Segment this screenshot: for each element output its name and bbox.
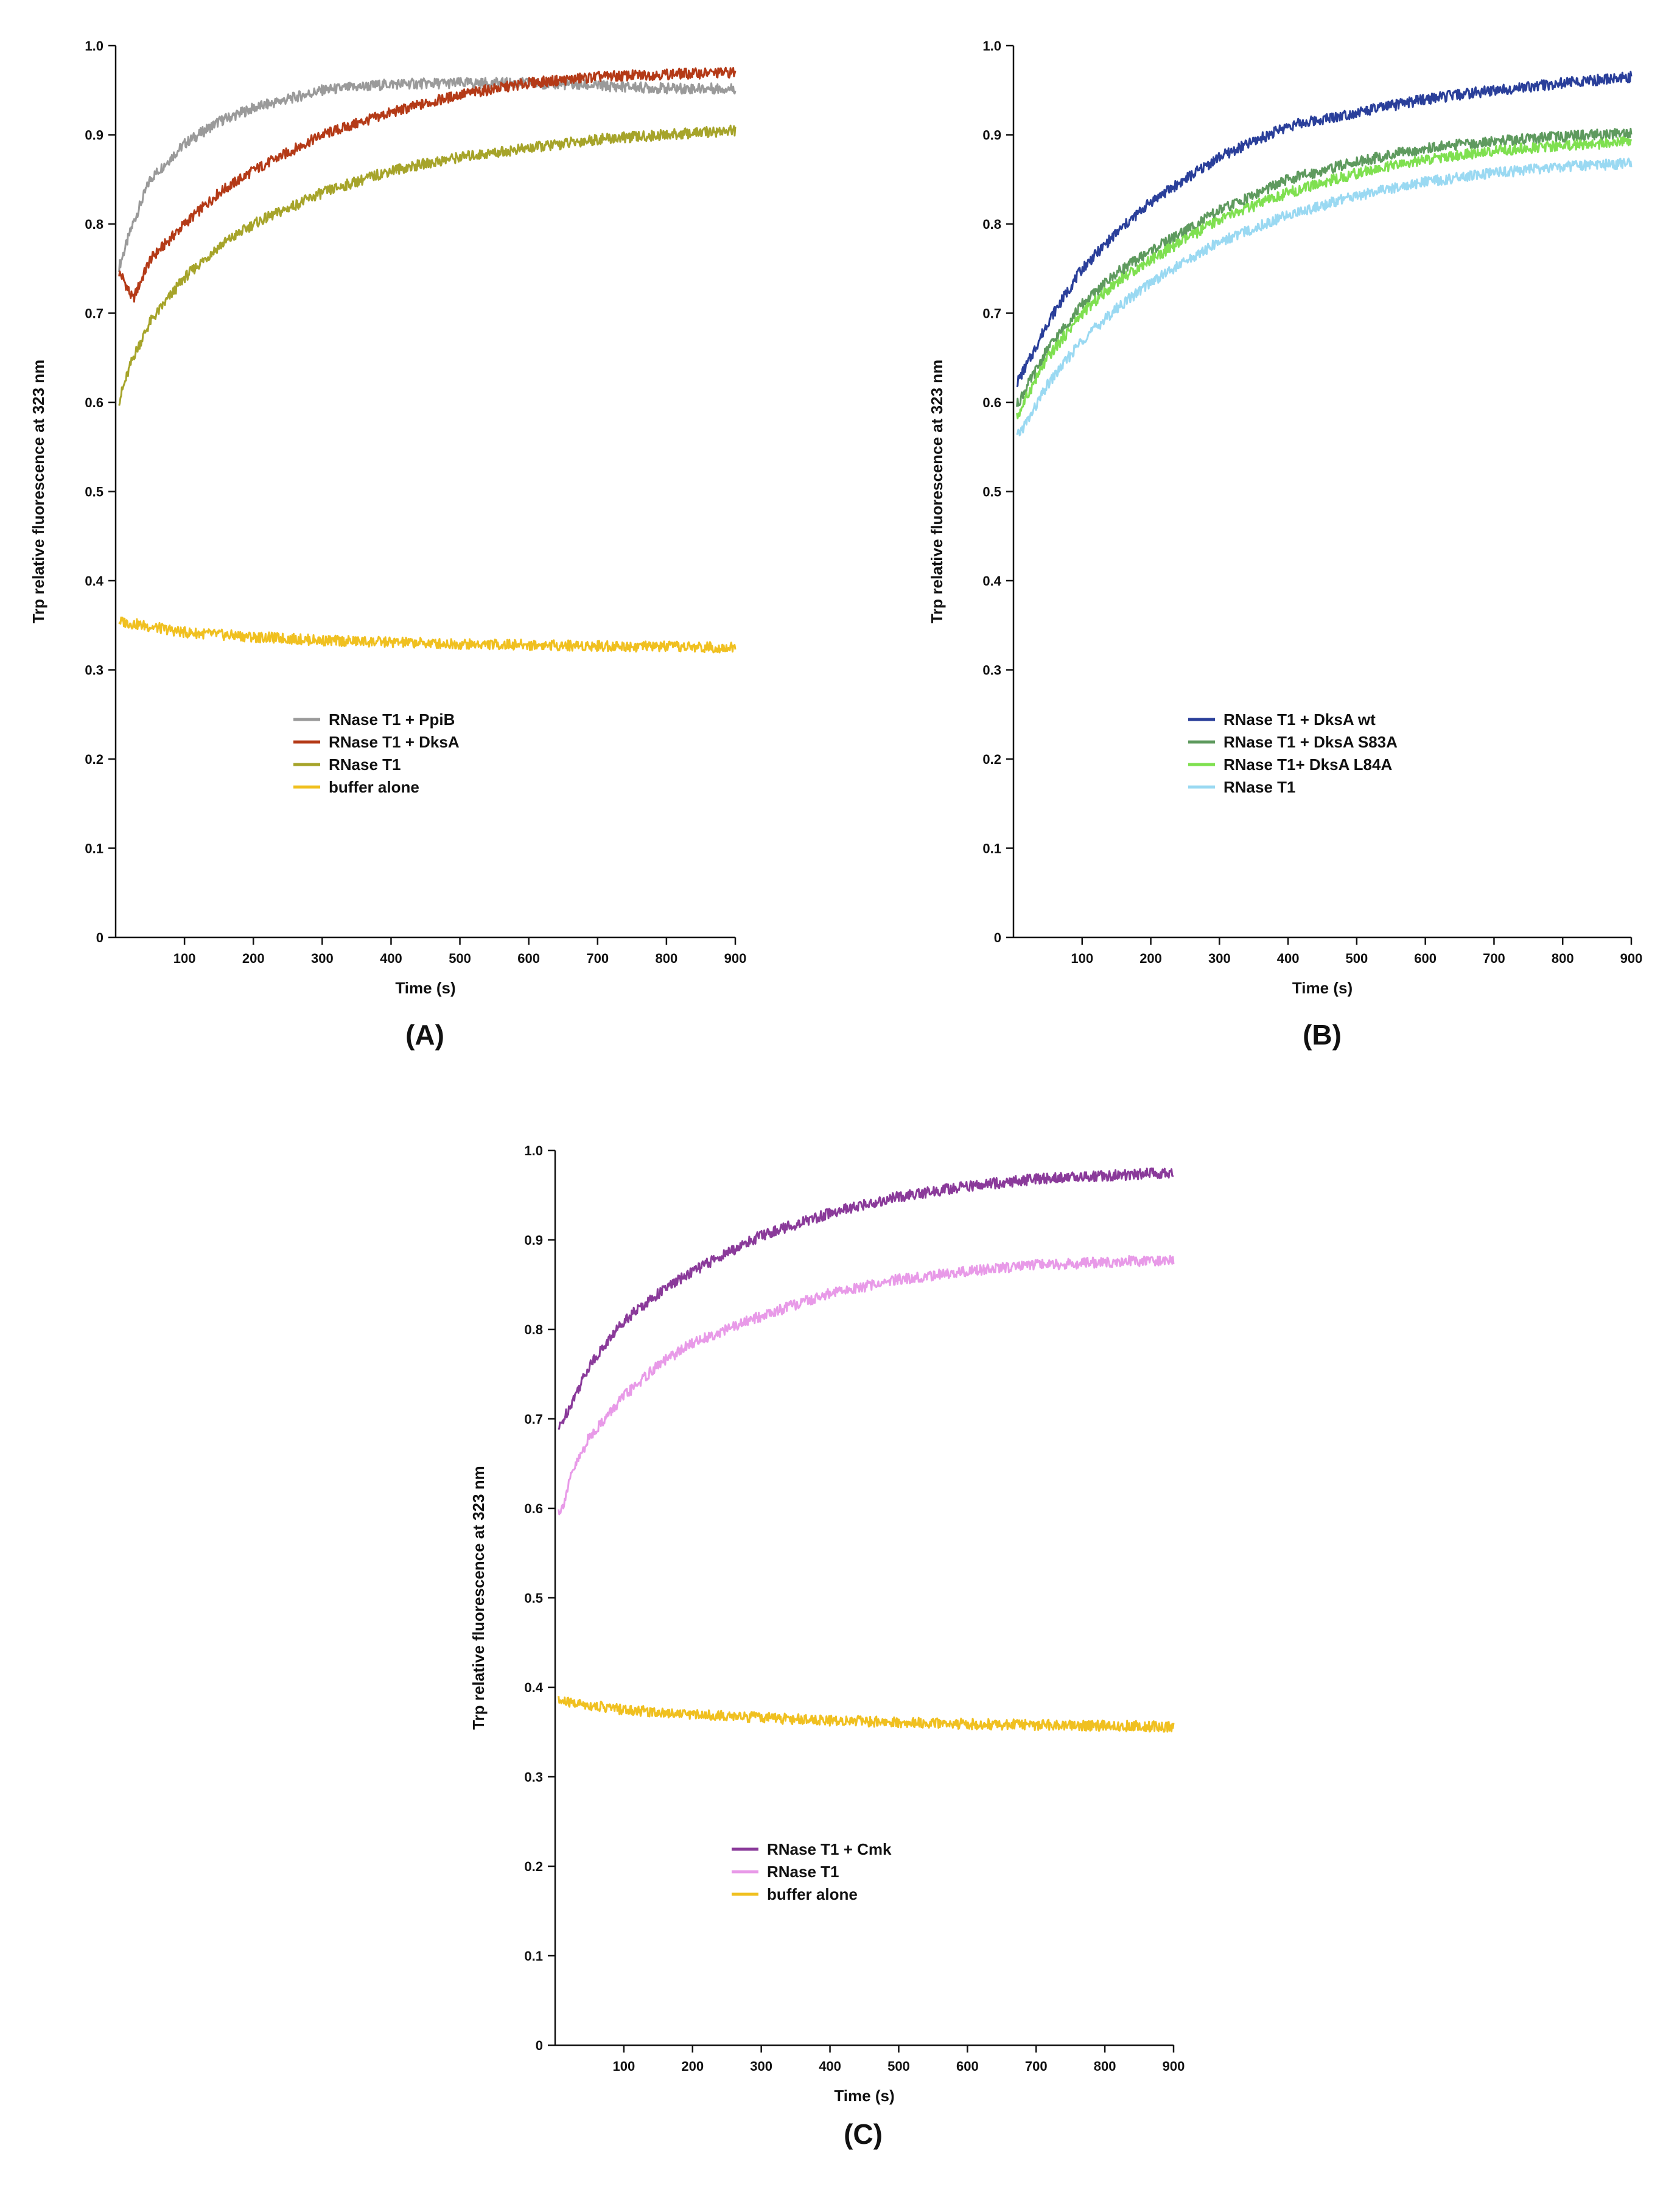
y-tick-label: 0	[994, 930, 1001, 945]
legend-label: RNase T1	[767, 1863, 839, 1881]
series-line-rnase-t1-cmk	[558, 1167, 1174, 1430]
series-line-rnase-t1-dksa-s83a	[1016, 127, 1633, 407]
x-tick-label: 700	[1483, 951, 1505, 966]
legend-label: RNase T1 + Cmk	[767, 1840, 892, 1858]
series-line-rnase-t1-dksa	[118, 66, 737, 303]
series-line-buffer-alone	[118, 616, 737, 654]
y-tick-label: 1.0	[524, 1143, 543, 1158]
y-tick-label: 0.5	[85, 485, 103, 500]
x-tick-label: 900	[1620, 951, 1643, 966]
y-tick-label: 0.2	[982, 752, 1001, 767]
y-tick-label: 0.8	[982, 217, 1001, 232]
y-tick-label: 0.7	[982, 306, 1001, 321]
y-tick-label: 0.5	[982, 485, 1001, 500]
y-tick-label: 0.5	[524, 1591, 543, 1606]
x-tick-label: 300	[1208, 951, 1231, 966]
legend-label: RNase T1 + PpiB	[329, 710, 455, 729]
panel-label: (A)	[405, 1019, 444, 1051]
x-tick-label: 400	[380, 951, 402, 966]
x-tick-label: 400	[1277, 951, 1300, 966]
legend-label: RNase T1 + DksA	[329, 733, 460, 751]
legend-label: RNase T1 + DksA wt	[1223, 710, 1376, 729]
x-tick-label: 800	[656, 951, 678, 966]
y-tick-label: 0.1	[524, 1948, 543, 1964]
legend-label: RNase T1	[1223, 778, 1296, 796]
y-tick-label: 0.3	[524, 1769, 543, 1785]
x-tick-label: 200	[1139, 951, 1162, 966]
x-tick-label: 200	[242, 951, 265, 966]
y-tick-label: 0	[96, 930, 103, 945]
legend-label: RNase T1	[329, 755, 401, 774]
y-tick-label: 0	[536, 2038, 543, 2053]
x-tick-label: 100	[173, 951, 196, 966]
y-tick-label: 0.7	[85, 306, 103, 321]
legend-label: buffer alone	[767, 1885, 858, 1903]
y-tick-label: 0.8	[85, 217, 103, 232]
series-line-rnase-t1	[1016, 157, 1633, 436]
x-tick-label: 300	[750, 2059, 772, 2074]
y-tick-label: 0.4	[85, 573, 103, 589]
y-tick-label: 0.6	[524, 1501, 543, 1516]
y-tick-label: 1.0	[85, 38, 103, 54]
panel-label: (C)	[844, 2118, 883, 2150]
y-tick-label: 0.9	[85, 128, 103, 143]
x-tick-label: 400	[819, 2059, 841, 2074]
x-tick-label: 600	[956, 2059, 979, 2074]
series-line-rnase-t1	[558, 1255, 1175, 1516]
y-tick-label: 0.9	[524, 1233, 543, 1248]
x-tick-label: 900	[1163, 2059, 1185, 2074]
x-tick-label: 500	[449, 951, 471, 966]
x-tick-label: 200	[681, 2059, 704, 2074]
series-line-rnase-t1	[118, 124, 737, 406]
chart-panel-b: 0 0.1 0.2 0.3 0.4 0.5 0.6 0.7 0.8 0.9 1.0 100 200 300…	[928, 38, 1642, 1051]
x-tick-label: 100	[613, 2059, 635, 2074]
legend-label: RNase T1+ DksA L84A	[1223, 755, 1392, 774]
y-tick-label: 0.4	[982, 573, 1001, 589]
x-tick-label: 800	[1552, 951, 1574, 966]
chart-panel-c: 0 0.1 0.2 0.3 0.4 0.5 0.6 0.7 0.8 0.9 1.0 100 200 300…	[469, 1143, 1185, 2150]
x-tick-label: 500	[1346, 951, 1368, 966]
y-tick-label: 0.2	[85, 752, 103, 767]
y-tick-label: 0.2	[524, 1859, 543, 1874]
x-tick-label: 600	[517, 951, 540, 966]
x-tick-label: 900	[724, 951, 747, 966]
y-tick-label: 0.3	[85, 663, 103, 678]
x-axis-title: Time (s)	[1292, 979, 1353, 997]
y-tick-label: 0.4	[524, 1680, 543, 1695]
y-tick-label: 0.6	[85, 395, 103, 410]
series-line-rnase-t1-dksa-l84a	[1016, 136, 1633, 419]
y-tick-label: 0.6	[982, 395, 1001, 410]
x-tick-label: 700	[1025, 2059, 1048, 2074]
x-tick-label: 300	[311, 951, 334, 966]
x-tick-label: 700	[586, 951, 609, 966]
series-line-buffer-alone	[558, 1696, 1175, 1733]
y-tick-label: 1.0	[982, 38, 1001, 54]
x-tick-label: 500	[887, 2059, 910, 2074]
panel-label: (B)	[1303, 1019, 1342, 1051]
y-tick-label: 0.1	[982, 841, 1001, 856]
x-axis-title: Time (s)	[395, 979, 455, 997]
x-tick-label: 600	[1414, 951, 1437, 966]
y-tick-label: 0.7	[524, 1412, 543, 1427]
x-tick-label: 100	[1071, 951, 1093, 966]
legend-label: RNase T1 + DksA S83A	[1223, 733, 1398, 751]
y-tick-label: 0.3	[982, 663, 1001, 678]
series-line-rnase-t1-ppib	[118, 77, 737, 273]
x-axis-title: Time (s)	[834, 2087, 894, 2105]
legend-label: buffer alone	[329, 778, 419, 796]
chart-panel-a: 0 0.1 0.2 0.3 0.4 0.5 0.6 0.7 0.8 0.9 1.0 100 200 300…	[29, 38, 746, 1051]
y-axis-title: Trp relative fluorescence at 323 nm	[469, 1466, 488, 1730]
y-tick-label: 0.8	[524, 1322, 543, 1337]
x-tick-label: 800	[1094, 2059, 1116, 2074]
series-line-rnase-t1-dksa-wt	[1016, 71, 1633, 388]
y-tick-label: 0.1	[85, 841, 103, 856]
y-tick-label: 0.9	[982, 128, 1001, 143]
y-axis-title: Trp relative fluorescence at 323 nm	[29, 360, 47, 624]
y-axis-title: Trp relative fluorescence at 323 nm	[928, 360, 946, 624]
